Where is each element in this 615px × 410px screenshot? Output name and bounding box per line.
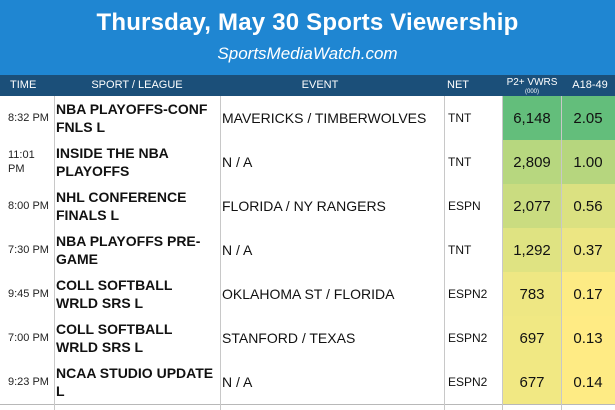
network-cell: TNT bbox=[448, 111, 472, 125]
time-cell: 9:23 PM bbox=[8, 376, 49, 388]
event-cell: N / A bbox=[222, 374, 253, 390]
network-cell: ESPN2 bbox=[448, 375, 488, 389]
viewers-cell: 677 bbox=[503, 360, 561, 404]
column-divider bbox=[561, 96, 562, 410]
network-cell: ESPN bbox=[448, 199, 481, 213]
site-name: SportsMediaWatch.com bbox=[217, 44, 398, 63]
col-event-header: EVENT bbox=[301, 79, 339, 91]
event-cell: FLORIDA / NY RANGERS bbox=[222, 198, 386, 214]
a18-rating-cell: 1.00 bbox=[561, 140, 615, 184]
event-cell: N / A bbox=[222, 154, 253, 170]
network-cell: TNT bbox=[448, 243, 472, 257]
sport-cell: NBA PLAYOFFS-CONF FNLS L bbox=[56, 101, 208, 135]
column-divider bbox=[502, 96, 503, 410]
column-divider bbox=[444, 96, 445, 410]
time-cell: 7:30 PM bbox=[8, 244, 49, 256]
title-banner: Thursday, May 30 Sports Viewership Sport… bbox=[0, 0, 615, 75]
network-cell: ESPN2 bbox=[448, 331, 488, 345]
page-title: Thursday, May 30 Sports Viewership bbox=[96, 9, 519, 36]
time-cell: 8:32 PM bbox=[8, 112, 49, 124]
network-cell: TNT bbox=[448, 155, 472, 169]
col-viewers-unit: (000) bbox=[524, 89, 539, 95]
time-cell: 7:00 PM bbox=[8, 332, 49, 344]
viewers-cell: 2,809 bbox=[503, 140, 561, 184]
a18-rating-cell: 0.37 bbox=[561, 228, 615, 272]
table-row: 8:00 PM NHL CONFERENCE FINALS L FLORIDA / … bbox=[0, 184, 615, 229]
sport-cell: NBA PLAYOFFS PRE-GAME bbox=[56, 233, 201, 267]
sport-cell: NHL CONFERENCE FINALS L bbox=[56, 189, 187, 223]
a18-rating-cell: 0.13 bbox=[561, 316, 615, 360]
table-row: 11:01 PM INSIDE THE NBA PLAYOFFS N / A TNT 2… bbox=[0, 140, 615, 185]
a18-rating-cell: 0.17 bbox=[561, 272, 615, 316]
sport-cell: COLL SOFTBALL WRLD SRS L bbox=[56, 277, 173, 311]
event-cell: STANFORD / TEXAS bbox=[222, 330, 356, 346]
table-row: 7:00 PM COLL SOFTBALL WRLD SRS L STANFORD … bbox=[0, 316, 615, 361]
time-cell: 9:45 PM bbox=[8, 288, 49, 300]
time-cell: 8:00 PM bbox=[8, 200, 49, 212]
viewers-cell: 783 bbox=[503, 272, 561, 316]
viewers-cell: 2,077 bbox=[503, 184, 561, 228]
a18-rating-cell: 2.05 bbox=[561, 96, 615, 140]
col-viewers-label: P2+ VWRS bbox=[506, 77, 558, 88]
sport-cell: NCAA STUDIO UPDATE L bbox=[56, 365, 214, 399]
event-cell: N / A bbox=[222, 242, 253, 258]
a18-rating-cell: 0.14 bbox=[561, 360, 615, 404]
a18-rating-cell: 0.56 bbox=[561, 184, 615, 228]
col-a18-header: A18-49 bbox=[572, 79, 608, 91]
event-cell: MAVERICKS / TIMBERWOLVES bbox=[222, 110, 427, 126]
col-time-header: TIME bbox=[10, 79, 37, 91]
col-net-header: NET bbox=[447, 79, 469, 91]
table-row: 8:32 PM NBA PLAYOFFS-CONF FNLS L MAVERICKS… bbox=[0, 96, 615, 141]
table-row: 9:45 PM COLL SOFTBALL WRLD SRS L OKLAHOMA … bbox=[0, 272, 615, 317]
col-viewers-header: P2+ VWRS (000) bbox=[503, 75, 561, 98]
viewers-cell: 6,148 bbox=[503, 96, 561, 140]
time-cell: 11:01 PM bbox=[8, 149, 35, 175]
network-cell: ESPN2 bbox=[448, 287, 488, 301]
table-row: 9:23 PM NCAA STUDIO UPDATE L N / A ESPN2 677… bbox=[0, 360, 615, 405]
column-divider bbox=[54, 96, 55, 410]
event-cell: OKLAHOMA ST / FLORIDA bbox=[222, 286, 395, 302]
sport-cell: INSIDE THE NBA PLAYOFFS bbox=[56, 145, 169, 179]
col-sport-header: SPORT / LEAGUE bbox=[91, 79, 183, 91]
table-row: 7:30 PM NBA PLAYOFFS PRE-GAME N / A TNT 1,29… bbox=[0, 228, 615, 273]
viewers-cell: 697 bbox=[503, 316, 561, 360]
viewers-cell: 1,292 bbox=[503, 228, 561, 272]
table-header: TIME SPORT / LEAGUE EVENT NET P2+ VWRS (… bbox=[0, 75, 615, 96]
column-divider bbox=[220, 96, 221, 410]
sport-cell: COLL SOFTBALL WRLD SRS L bbox=[56, 321, 173, 355]
